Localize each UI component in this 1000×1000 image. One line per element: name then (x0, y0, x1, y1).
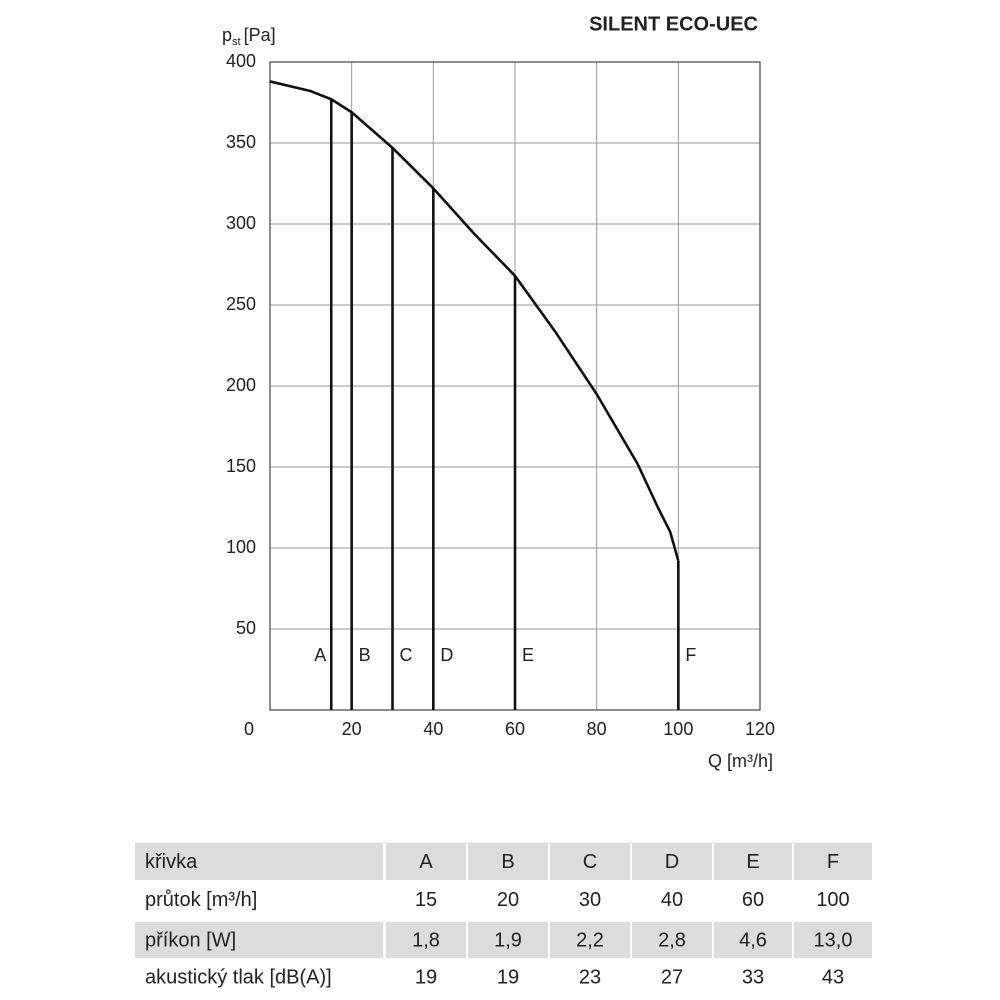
y-label-unit: [Pa] (244, 25, 276, 45)
table-cell-bg (386, 843, 466, 880)
x-tick-label: 0 (244, 719, 254, 739)
table-cell: 20 (497, 889, 519, 911)
y-tick-label: 100 (226, 537, 256, 557)
table-cell-bg (135, 922, 383, 958)
table-cell: 60 (742, 889, 764, 911)
table-cell: 4,6 (739, 929, 767, 951)
y-tick-label: 150 (226, 456, 256, 476)
y-tick-label: 250 (226, 294, 256, 314)
table-cell-bg (468, 843, 548, 880)
table-cell: 40 (661, 889, 683, 911)
curve-label: C (400, 645, 413, 665)
curve-label: B (359, 645, 371, 665)
table-cell-bg (550, 922, 630, 958)
table-cell: 13,0 (814, 929, 853, 951)
table-cell: F (827, 851, 839, 873)
curve-label: F (685, 645, 696, 665)
table-cell: B (501, 851, 514, 873)
table-cell: 30 (579, 889, 601, 911)
y-tick-label: 400 (226, 51, 256, 71)
x-tick-label: 60 (505, 719, 525, 739)
table-cell: 15 (415, 889, 437, 911)
y-tick-label: 200 (226, 375, 256, 395)
table-cell: 1,9 (494, 929, 522, 951)
table-cell: 27 (661, 966, 683, 988)
table-cell-bg (135, 843, 383, 880)
table-cell: 100 (816, 889, 849, 911)
x-tick-label: 40 (423, 719, 443, 739)
y-tick-label: 350 (226, 132, 256, 152)
table-row-header: akustický tlak [dB(A)] (145, 966, 332, 988)
table-row-header: příkon [W] (145, 929, 236, 951)
table-cell-bg (632, 843, 712, 880)
table-cell-bg (550, 843, 630, 880)
table-row-header: křivka (145, 851, 198, 873)
table-cell: C (583, 851, 597, 873)
y-label-symbol: p (222, 25, 232, 45)
fan-curve (269, 80, 680, 562)
table-cell: 33 (742, 966, 764, 988)
x-tick-label: 100 (663, 719, 693, 739)
table-cell: E (746, 851, 759, 873)
curve-label: D (440, 645, 453, 665)
y-tick-label: 300 (226, 213, 256, 233)
table-cell: 2,2 (576, 929, 604, 951)
table-cell-bg (468, 922, 548, 958)
table-cell-bg (714, 922, 792, 958)
x-axis-label: Q [m³/h] (708, 751, 773, 771)
table-cell-bg (794, 843, 872, 880)
x-tick-label: 80 (587, 719, 607, 739)
table-cell: 23 (579, 966, 601, 988)
table-cell-bg (794, 922, 872, 958)
y-label-subscript: st (232, 36, 241, 48)
x-tick-label: 20 (342, 719, 362, 739)
table-cell-bg (386, 922, 466, 958)
x-tick-label: 120 (745, 719, 775, 739)
chart-title: SILENT ECO-UEC (589, 13, 758, 35)
table-cell: D (665, 851, 679, 873)
curve-label: E (522, 645, 534, 665)
table-cell-bg (714, 843, 792, 880)
table-cell: 19 (415, 966, 437, 988)
table-cell-bg (632, 922, 712, 958)
table-cell: A (419, 851, 433, 873)
table-row-header: průtok [m³/h] (145, 889, 257, 911)
table-cell: 2,8 (658, 929, 686, 951)
table-cell: 19 (497, 966, 519, 988)
y-axis-label: pst [Pa] (222, 25, 276, 48)
table-cell: 1,8 (412, 929, 440, 951)
y-tick-label: 50 (236, 618, 256, 638)
table-cell: 43 (822, 966, 844, 988)
curve-label: A (314, 645, 326, 665)
